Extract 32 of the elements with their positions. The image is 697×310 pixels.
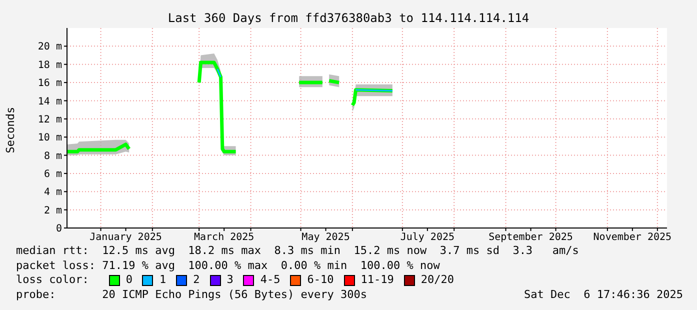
legend-label: 0 [126, 273, 132, 288]
chart-title: Last 360 Days from ffd376380ab3 to 114.114.114.114 [166, 11, 530, 25]
x-tick-label: September 2025 [488, 232, 573, 244]
text: Sat Dec 6 17:46:36 2025 [524, 288, 683, 300]
y-tick-label: 20 m [38, 42, 62, 53]
x-tick-label: January 2025 [90, 232, 162, 244]
y-tick-label: 10 m [38, 132, 62, 144]
legend-label: 6-10 [307, 273, 334, 288]
text: probe: 20 ICMP Echo Pings (56 Bytes) every 300s [16, 288, 367, 300]
legend-label: 4-5 [260, 273, 280, 288]
y-tick-label: 14 m [38, 96, 62, 108]
x-tick-label: November 2025 [593, 232, 672, 244]
text: packet loss: 71.19 % avg 100.00 % max 0.00 % min 100.00 % now [16, 258, 441, 273]
legend-label: 2 [193, 273, 200, 288]
y-tick-label: 18 m [38, 60, 62, 71]
y-axis-title: Seconds [4, 106, 17, 156]
x-tick-label: July 2025 [400, 232, 455, 244]
legend-label: 1 [159, 273, 166, 288]
x-tick-label: May 2025 [302, 232, 350, 244]
legend-title: loss color: [16, 273, 89, 288]
y-tick-label: 12 m [38, 114, 62, 126]
y-tick-label: 4 m [44, 187, 62, 198]
legend-label: 20/20 [420, 273, 454, 288]
legend-label: 3 [226, 273, 234, 288]
y-tick-label: 2 m [44, 205, 62, 216]
x-tick-label: March 2025 [194, 232, 254, 244]
text: median rtt: 12.5 ms avg 18.2 ms max 8.3 ms min 15.2 ms now 3.7 ms sd 3.3 am/s [16, 244, 579, 258]
y-tick-label: 8 m [44, 150, 62, 162]
y-tick-label: 16 m [38, 78, 62, 90]
y-tick-label: 0 [56, 224, 62, 235]
y-tick-label: 6 m [44, 169, 62, 180]
legend-label: 11-19 [360, 273, 394, 288]
